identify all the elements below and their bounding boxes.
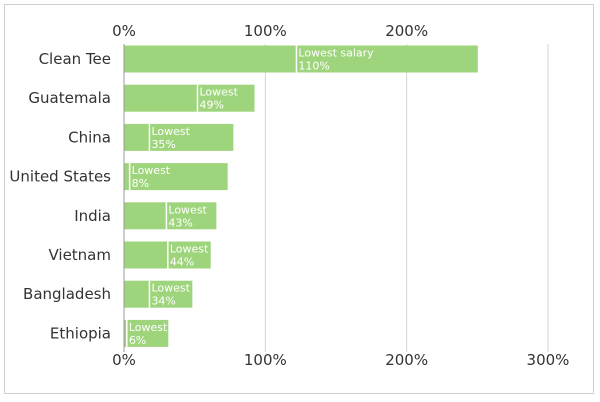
category-label: United States [9, 168, 111, 186]
top-tick-label: 200% [385, 22, 428, 40]
category-label: Bangladesh [23, 285, 111, 303]
bar [124, 84, 255, 112]
category-label: India [74, 207, 111, 225]
annotation-value: 110% [298, 60, 329, 73]
category-label: Clean Tee [39, 50, 111, 68]
annotation-value: 49% [199, 99, 223, 112]
top-tick-label: 100% [244, 22, 287, 40]
bar [124, 45, 478, 73]
annotation-value: 35% [151, 138, 175, 151]
grid-lines [123, 44, 549, 352]
bottom-tick-label: 0% [112, 351, 136, 369]
bottom-tick-label: 300% [527, 351, 570, 369]
annotation-value: 44% [170, 256, 194, 269]
annotation-label: Lowest salary [298, 47, 374, 60]
bar [124, 123, 234, 151]
annotation-value: 8% [132, 177, 149, 190]
annotation-label: Lowest [151, 282, 190, 295]
bars: Lowest salary110%Lowest49%Lowest35%Lowes… [124, 45, 478, 347]
category-label: China [68, 128, 111, 146]
top-tick-label: 0% [112, 22, 136, 40]
annotation-label: Lowest [129, 321, 168, 334]
annotation-label: Lowest [132, 164, 171, 177]
annotation-value: 43% [168, 216, 192, 229]
bottom-tick-label: 200% [385, 351, 428, 369]
annotation-value: 6% [129, 334, 146, 347]
annotation-label: Lowest [199, 86, 238, 99]
category-label: Guatemala [28, 89, 111, 107]
annotation-label: Lowest [151, 125, 190, 138]
category-label: Vietnam [48, 246, 111, 264]
category-labels: Clean Tee Guatemala China United States Indi… [9, 50, 111, 342]
bar [124, 280, 193, 308]
category-label: Ethiopia [50, 324, 111, 342]
bottom-axis-ticks: 0% 100% 200% 300% [112, 351, 569, 369]
bottom-tick-label: 100% [244, 351, 287, 369]
bar [124, 163, 228, 191]
annotation-value: 34% [151, 295, 175, 308]
bar [124, 202, 217, 230]
bar [124, 319, 169, 347]
annotation-label: Lowest [170, 243, 209, 256]
annotation-label: Lowest [168, 203, 207, 216]
top-axis-ticks: 0% 100% 200% [112, 22, 428, 40]
